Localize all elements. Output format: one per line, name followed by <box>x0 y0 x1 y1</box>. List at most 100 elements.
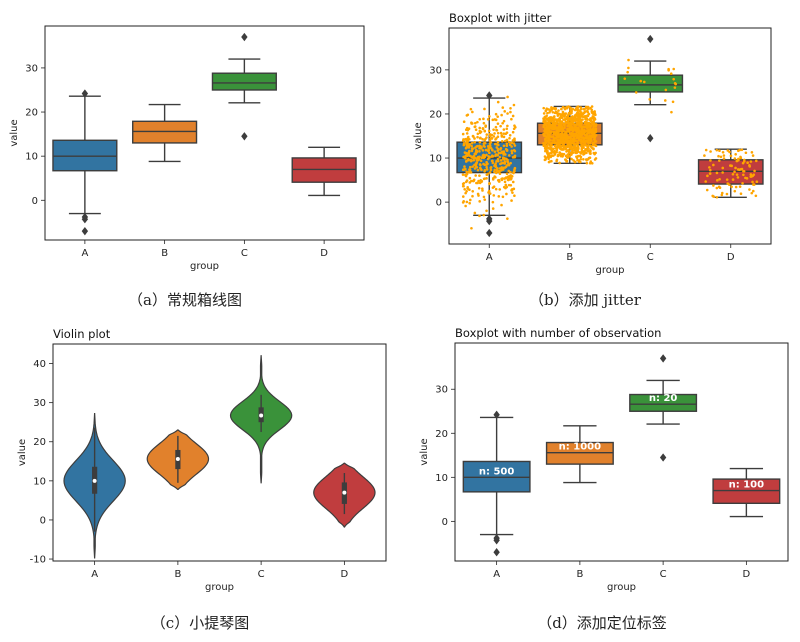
jitter-point <box>561 112 564 116</box>
jitter-point <box>559 127 563 130</box>
jitter-point <box>578 112 581 116</box>
x-axis-label: group <box>595 265 624 276</box>
jitter-point <box>490 133 494 137</box>
jitter-point <box>461 195 465 198</box>
jitter-point <box>513 144 517 147</box>
jitter-point <box>512 170 515 174</box>
jitter-point <box>463 156 467 159</box>
jitter-point <box>466 113 470 117</box>
jitter-point <box>485 160 488 164</box>
jitter-point <box>484 148 488 152</box>
jitter-point <box>546 132 550 136</box>
jitter-point <box>749 160 753 163</box>
violin-C <box>229 355 293 484</box>
jitter-point <box>489 166 493 170</box>
jitter-point <box>510 117 513 121</box>
jitter-point <box>568 154 571 158</box>
jitter-point <box>504 176 508 179</box>
jitter-point <box>504 186 507 190</box>
jitter-point <box>502 150 506 153</box>
jitter-point <box>753 169 756 173</box>
jitter-point <box>474 156 477 160</box>
jitter-point <box>506 124 509 128</box>
jitter-point <box>582 146 585 149</box>
jitter-point <box>573 144 577 147</box>
jitter-point <box>494 153 498 157</box>
jitter-point <box>754 159 758 163</box>
jitter-point <box>491 155 495 158</box>
jitter-point <box>722 157 726 160</box>
jitter-point <box>478 144 481 148</box>
jitter-point <box>736 176 740 179</box>
jitter-point <box>587 156 591 160</box>
jitter-point <box>543 158 547 162</box>
jitter-point <box>511 114 515 118</box>
jitter-point <box>545 114 548 118</box>
jitter-point <box>477 186 481 190</box>
jitter-point <box>580 144 584 147</box>
jitter-point <box>547 146 551 150</box>
jitter-point <box>562 144 566 148</box>
jitter-point <box>584 148 588 152</box>
jitter-point <box>490 137 494 140</box>
jitter-point <box>497 170 501 174</box>
jitter-point <box>554 118 558 121</box>
jitter-point <box>560 107 563 111</box>
caption-a: （a）常规箱线图 <box>128 291 242 309</box>
jitter-point <box>507 154 511 157</box>
jitter-point <box>482 195 486 199</box>
jitter-point <box>544 123 548 126</box>
jitter-point <box>592 147 595 151</box>
jitter-point <box>590 161 594 165</box>
jitter-point <box>479 147 483 150</box>
y-tick-label: 20 <box>429 109 442 120</box>
y-tick-label: 30 <box>435 385 448 396</box>
box-A <box>456 91 523 238</box>
y-tick-label: 20 <box>25 108 38 119</box>
jitter-point <box>557 146 561 149</box>
jitter-point <box>564 131 567 134</box>
jitter-point <box>566 129 570 133</box>
jitter-point <box>473 121 477 125</box>
jitter-point <box>464 174 468 178</box>
jitter-point <box>589 130 593 134</box>
jitter-point <box>715 186 719 190</box>
jitter-point <box>558 151 561 154</box>
jitter-point <box>542 106 546 110</box>
jitter-point <box>501 161 504 165</box>
jitter-point <box>566 139 569 142</box>
jitter-point <box>488 139 492 143</box>
jitter-point <box>474 128 478 132</box>
jitter-point <box>486 157 490 161</box>
jitter-point <box>716 179 719 182</box>
y-tick-label: 0 <box>436 198 442 209</box>
jitter-point <box>582 153 585 156</box>
jitter-point <box>704 180 707 183</box>
x-tick-label: C <box>660 569 667 580</box>
y-tick-label: 30 <box>429 65 442 76</box>
jitter-point <box>712 163 715 167</box>
jitter-point <box>554 121 557 125</box>
jitter-point <box>482 213 486 217</box>
jitter-point <box>466 187 469 190</box>
y-tick-label: 20 <box>33 437 46 448</box>
jitter-point <box>505 127 509 131</box>
y-tick-label: 40 <box>33 359 46 370</box>
jitter-point <box>503 180 507 184</box>
jitter-point <box>513 154 517 158</box>
jitter-point <box>580 121 583 124</box>
jitter-point <box>488 151 491 155</box>
jitter-point <box>543 137 547 141</box>
jitter-point <box>559 133 563 136</box>
jitter-point <box>463 167 467 171</box>
jitter-point <box>478 163 482 166</box>
y-axis-label: value <box>413 122 424 149</box>
jitter-point <box>512 127 516 131</box>
jitter-point <box>576 154 580 158</box>
jitter-point <box>569 141 572 144</box>
jitter-point <box>718 186 722 190</box>
jitter-point <box>473 211 477 215</box>
jitter-point <box>708 166 711 169</box>
jitter-point <box>730 185 733 189</box>
violin-B <box>146 429 210 491</box>
